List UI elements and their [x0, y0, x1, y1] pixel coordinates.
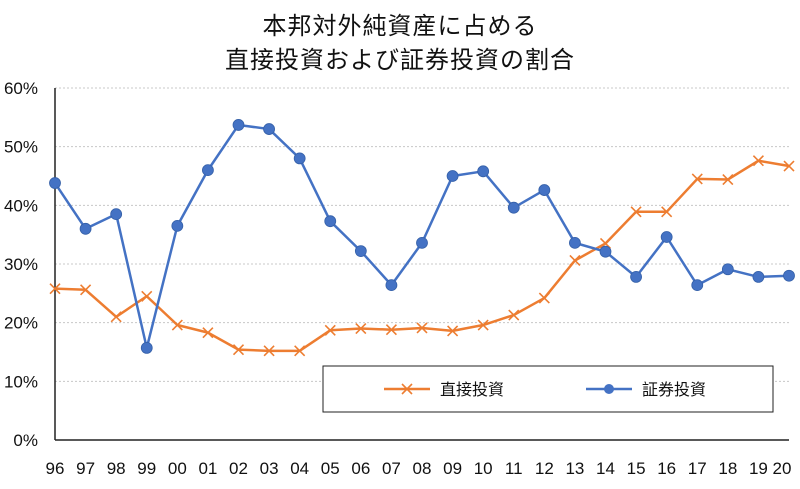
- data-point-direct-investment: [355, 322, 367, 335]
- y-tick-label: 30%: [4, 255, 38, 274]
- gridlines: [55, 87, 789, 382]
- x-tick-label: 04: [290, 459, 309, 478]
- x-tick-label: 00: [168, 459, 187, 478]
- data-point-direct-investment: [630, 206, 642, 218]
- x-tick-label: 13: [565, 459, 584, 478]
- legend-marker-x: [401, 383, 413, 395]
- y-tick-label: 50%: [4, 138, 38, 157]
- data-point-securities-investment: [49, 177, 61, 189]
- x-tick-label: 09: [443, 459, 462, 478]
- x-tick-label: 98: [107, 459, 126, 478]
- data-point-securities-investment: [202, 164, 214, 177]
- data-point-direct-investment: [232, 344, 245, 356]
- data-point-securities-investment: [416, 236, 428, 249]
- data-point-securities-investment: [293, 152, 306, 165]
- y-tick-label: 0%: [13, 431, 38, 450]
- x-tick-label: 97: [76, 459, 95, 478]
- data-point-securities-investment: [569, 236, 581, 249]
- data-point-direct-investment: [416, 322, 428, 334]
- data-point-direct-investment: [80, 284, 92, 296]
- data-point-direct-investment: [324, 324, 336, 336]
- x-tick-label: 19: [749, 459, 768, 478]
- data-point-direct-investment: [783, 160, 795, 172]
- data-point-securities-investment: [140, 341, 153, 354]
- data-point-securities-investment: [507, 201, 520, 214]
- data-point-securities-investment: [110, 208, 123, 221]
- data-point-securities-investment: [263, 123, 275, 135]
- y-tick-label: 40%: [4, 196, 38, 215]
- legend-marker-securities-investment: [604, 384, 614, 394]
- x-tick-label: 14: [596, 459, 615, 478]
- data-point-direct-investment: [691, 173, 703, 185]
- x-tick-label: 07: [382, 459, 401, 478]
- x-tick-label: 10: [474, 459, 493, 478]
- x-tick-label: 02: [229, 459, 248, 478]
- data-point-securities-investment: [538, 184, 551, 196]
- data-point-direct-investment: [49, 283, 61, 295]
- data-point-securities-investment: [660, 231, 673, 243]
- data-point-securities-investment: [630, 271, 642, 283]
- x-tick-label: 05: [321, 459, 340, 478]
- data-point-securities-investment: [477, 165, 490, 178]
- data-point-securities-investment: [79, 222, 92, 235]
- data-point-securities-investment: [354, 245, 367, 257]
- data-point-direct-investment: [599, 237, 612, 250]
- x-tick-label: 01: [198, 459, 217, 478]
- data-point-direct-investment: [294, 345, 306, 357]
- data-point-securities-investment: [691, 279, 704, 292]
- data-point-securities-investment: [783, 269, 795, 282]
- data-point-direct-investment: [477, 319, 489, 331]
- data-point-direct-investment: [661, 206, 673, 218]
- y-axis-ticks: 0% 10% 20% 30% 40% 50% 60%: [4, 79, 38, 450]
- data-point-securities-investment: [324, 215, 337, 228]
- data-point-direct-investment: [447, 325, 459, 337]
- data-point-direct-investment: [263, 345, 275, 357]
- x-tick-label: 99: [137, 459, 156, 478]
- data-point-direct-investment: [722, 173, 734, 186]
- data-point-direct-investment: [171, 319, 183, 331]
- data-point-direct-investment: [141, 290, 153, 302]
- data-point-direct-investment: [538, 292, 550, 304]
- chart-title-line-1: 本邦対外純資産に占める: [262, 12, 538, 40]
- x-tick-label: 96: [46, 459, 65, 478]
- data-point-securities-investment: [232, 119, 245, 131]
- data-point-direct-investment: [202, 327, 214, 339]
- data-point-securities-investment: [446, 170, 459, 182]
- chart-title-line-2: 直接投資および証券投資の割合: [225, 46, 575, 74]
- y-tick-label: 60%: [4, 79, 38, 98]
- series-markers: [49, 119, 795, 357]
- x-tick-label: 08: [413, 459, 432, 478]
- x-tick-label: 16: [657, 459, 676, 478]
- x-tick-label: 11: [505, 459, 523, 478]
- data-point-securities-investment: [599, 245, 612, 258]
- data-point-direct-investment: [110, 311, 122, 323]
- legend-marker-direct-investment: [401, 383, 413, 395]
- legend-label-direct-investment: 直接投資: [440, 380, 504, 399]
- x-tick-label: 12: [535, 459, 554, 478]
- y-tick-label: 10%: [4, 372, 38, 391]
- data-point-direct-investment: [508, 309, 520, 321]
- legend-label-securities-investment: 証券投資: [642, 380, 706, 399]
- data-point-direct-investment: [385, 324, 397, 336]
- x-tick-label: 20: [773, 459, 792, 478]
- x-axis-ticks: 96 97 98 99 00 01 02 03 04 05 06 07 08 09 10 11 12 13 14 15…: [46, 459, 792, 478]
- x-tick-label: 03: [260, 459, 279, 478]
- data-point-direct-investment: [569, 254, 581, 267]
- data-point-securities-investment: [752, 271, 765, 283]
- y-tick-label: 20%: [4, 314, 38, 333]
- x-tick-label: 06: [351, 459, 370, 478]
- axes: [54, 88, 789, 441]
- data-point-securities-investment: [171, 219, 184, 232]
- x-tick-label: 17: [688, 459, 707, 478]
- data-point-securities-investment: [385, 279, 398, 292]
- x-tick-label: 15: [627, 459, 646, 478]
- legend: 直接投資 証券投資: [322, 365, 774, 413]
- data-point-securities-investment: [721, 263, 734, 276]
- data-point-direct-investment: [752, 155, 764, 167]
- x-tick-label: 18: [718, 459, 737, 478]
